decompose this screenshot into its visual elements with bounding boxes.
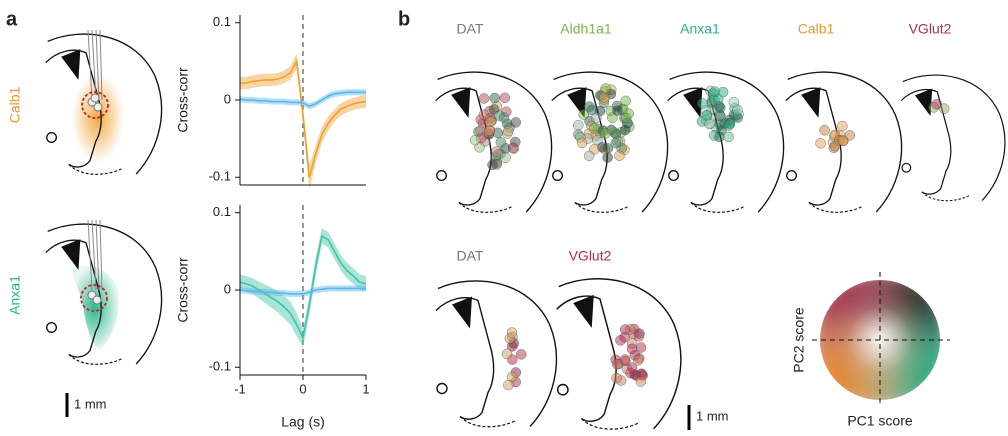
cell-dot <box>577 138 587 148</box>
cell-dot <box>611 138 621 148</box>
section-label: DAT <box>457 248 484 264</box>
cell-dot <box>500 93 510 103</box>
figure: a b Calb1 Anxa1 1 mm DAT Aldh1a1 Anxa1 C… <box>0 0 1008 436</box>
x-tick-label: -1 <box>234 381 246 396</box>
cell-dot <box>838 136 848 146</box>
line-chart: -0.1 0 0.1 Cross-corr <box>175 14 366 189</box>
cell-dot <box>704 119 714 129</box>
brain-row <box>436 279 681 429</box>
cell-dot <box>584 102 594 112</box>
cell-dot <box>612 373 622 383</box>
cell-dot <box>485 117 495 127</box>
cell-dot <box>599 92 609 102</box>
cell-dot <box>616 335 626 345</box>
brain-section <box>46 30 162 174</box>
cell-dot <box>491 147 501 157</box>
y-tick-label: 0 <box>224 91 231 106</box>
cell-dot <box>612 359 622 369</box>
y-tick-label: 0.1 <box>213 14 231 29</box>
cell-dot <box>816 138 826 148</box>
section-label: Calb1 <box>798 21 835 37</box>
cell-dot <box>484 126 494 136</box>
y-tick-label: 0.1 <box>213 204 231 219</box>
x-axis-label: Lag (s) <box>281 414 325 430</box>
section-label: Aldh1a1 <box>560 21 612 37</box>
x-tick-label: 0 <box>299 381 306 396</box>
cell-dot <box>494 111 504 121</box>
section-label: DAT <box>457 21 484 37</box>
cell-dot <box>500 153 510 163</box>
brain-section <box>46 220 162 364</box>
line-chart: -0.1 0 0.1 -1 0 1 Cross-corr Lag (s) <box>175 204 370 430</box>
cell-dot <box>620 125 630 135</box>
cell-dot <box>584 151 594 161</box>
cell-dot <box>516 349 526 359</box>
cell-dot <box>479 93 489 103</box>
scale-bar-label: 1 mm <box>74 396 107 411</box>
scale-bar-label: 1 mm <box>696 408 729 423</box>
cell-dot <box>488 160 498 170</box>
cell-dot <box>614 151 624 161</box>
cell-dot <box>496 137 506 147</box>
cell-dot <box>715 110 725 120</box>
cell-dot <box>627 344 637 354</box>
y-axis-label: Cross-corr <box>175 257 191 323</box>
row-label: Calb1 <box>7 87 23 124</box>
cell-dot <box>503 380 513 390</box>
cell-dot <box>729 97 739 107</box>
section-label: Anxa1 <box>680 21 720 37</box>
y-tick-label: -0.1 <box>209 169 231 184</box>
cell-dot <box>502 349 512 359</box>
cell-dot <box>932 99 942 109</box>
cell-dot <box>621 113 631 123</box>
panel-label: b <box>398 8 410 30</box>
cell-dot <box>573 120 583 130</box>
cell-dot <box>837 121 847 131</box>
cell-dot <box>589 123 599 133</box>
section-label: VGlut2 <box>909 21 952 37</box>
cell-dot <box>633 355 643 365</box>
cell-dot <box>820 125 830 135</box>
cell-dot <box>601 83 611 93</box>
row-label: Anxa1 <box>7 275 23 315</box>
x-tick-label: 1 <box>362 381 369 396</box>
cell-dot <box>511 117 521 127</box>
section-label: VGlut2 <box>569 248 612 264</box>
cell-dot <box>507 328 517 338</box>
cell-dot <box>490 93 500 103</box>
cell-dot <box>470 135 480 145</box>
panel-label: a <box>6 8 18 30</box>
cell-dot <box>509 143 519 153</box>
cell-dot <box>621 96 631 106</box>
cell-dot <box>503 126 513 136</box>
y-tick-label: 0 <box>224 281 231 296</box>
axis-label: PC2 score <box>791 307 807 373</box>
cell-dot <box>710 87 720 97</box>
y-tick-label: -0.1 <box>209 359 231 374</box>
axis-label: PC1 score <box>847 413 913 429</box>
cell-dot <box>636 377 646 387</box>
cell-dot <box>634 331 644 341</box>
y-axis-label: Cross-corr <box>175 67 191 133</box>
cell-dot <box>613 106 623 116</box>
cell-dot <box>620 325 630 335</box>
cell-dot <box>724 132 734 142</box>
cell-dot <box>600 129 610 139</box>
